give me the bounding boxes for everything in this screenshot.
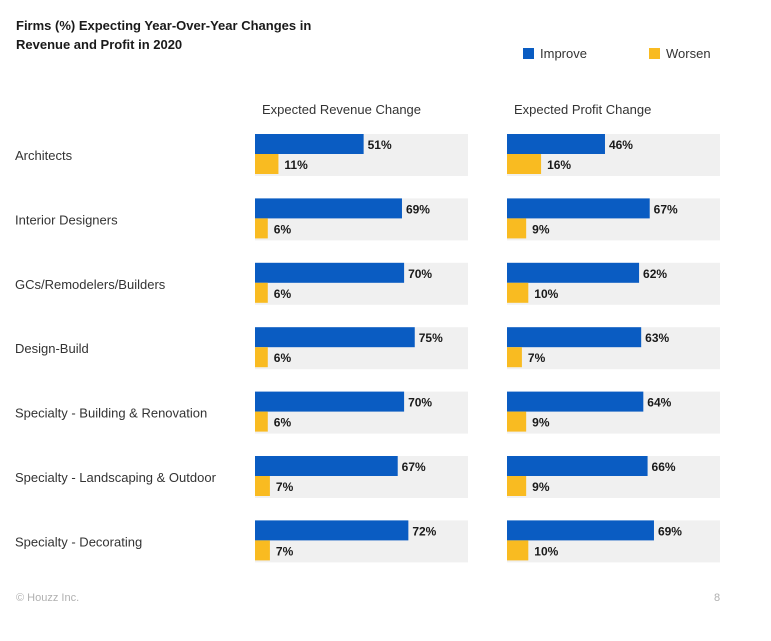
data-label-worsen-p1-r2: 6%: [274, 222, 292, 236]
data-label-improve-p2-r5: 64%: [647, 396, 671, 410]
legend-improve-swatch: [523, 48, 534, 59]
bar-worsen-p1-r4: [255, 347, 268, 368]
bar-worsen-p2-r1: [507, 154, 542, 174]
bar-improve-p1-r6: [255, 456, 398, 476]
legend-improve-label: Improve: [540, 46, 587, 61]
category-label-7: Specialty - Decorating: [15, 534, 142, 549]
data-label-worsen-p2-r6: 9%: [532, 480, 550, 494]
bar-worsen-p2-r5: [507, 411, 527, 432]
data-label-improve-p1-r6: 67%: [402, 460, 426, 474]
bar-worsen-p1-r5: [255, 411, 268, 432]
data-label-worsen-p2-r3: 10%: [534, 287, 558, 301]
bar-improve-p1-r5: [255, 391, 405, 412]
data-label-worsen-p2-r4: 7%: [528, 351, 546, 365]
page-number: 8: [714, 592, 721, 604]
data-label-worsen-p1-r7: 7%: [276, 544, 294, 558]
bar-improve-p2-r2: [507, 198, 650, 219]
bar-worsen-p1-r7: [255, 540, 270, 561]
data-label-improve-p1-r3: 70%: [408, 267, 432, 281]
data-label-worsen-p1-r1: 11%: [284, 158, 308, 172]
bar-worsen-p1-r3: [255, 282, 268, 303]
data-label-improve-p2-r4: 63%: [645, 331, 669, 345]
bar-improve-p1-r3: [255, 262, 405, 283]
category-label-3: GCs/Remodelers/Builders: [15, 277, 166, 292]
bar-improve-p1-r1: [255, 134, 364, 154]
bar-worsen-p1-r2: [255, 218, 268, 239]
bar-worsen-p2-r6: [507, 476, 527, 496]
bar-worsen-p2-r3: [507, 282, 529, 303]
data-label-improve-p2-r1: 46%: [609, 138, 633, 152]
bar-worsen-p1-r1: [255, 154, 279, 174]
category-label-6: Specialty - Landscaping & Outdoor: [15, 470, 217, 485]
data-label-improve-p1-r1: 51%: [368, 138, 392, 152]
data-label-improve-p1-r2: 69%: [406, 202, 430, 216]
category-label-2: Interior Designers: [15, 212, 118, 227]
data-label-worsen-p1-r3: 6%: [274, 287, 292, 301]
data-label-improve-p1-r7: 72%: [412, 524, 436, 538]
bar-improve-p2-r1: [507, 134, 605, 154]
bar-improve-p2-r4: [507, 327, 642, 348]
category-label-1: Architects: [15, 148, 73, 163]
bar-improve-p1-r2: [255, 198, 402, 219]
data-label-improve-p1-r5: 70%: [408, 396, 432, 410]
bar-improve-p1-r7: [255, 520, 409, 541]
legend-worsen-swatch: [649, 48, 660, 59]
data-label-improve-p1-r4: 75%: [419, 331, 443, 345]
data-label-worsen-p1-r4: 6%: [274, 351, 292, 365]
chart-title: Firms (%) Expecting Year-Over-Year Chang…: [16, 18, 312, 52]
data-label-improve-p2-r6: 66%: [652, 460, 676, 474]
category-label-5: Specialty - Building & Renovation: [15, 406, 207, 421]
panel-title-2: Expected Profit Change: [514, 102, 651, 117]
bar-worsen-p2-r2: [507, 218, 527, 239]
data-label-improve-p2-r3: 62%: [643, 267, 667, 281]
bar-improve-p1-r4: [255, 327, 415, 348]
data-label-worsen-p1-r5: 6%: [274, 416, 292, 430]
bar-worsen-p2-r7: [507, 540, 529, 561]
category-label-4: Design-Build: [15, 341, 89, 356]
panel-title-1: Expected Revenue Change: [262, 102, 421, 117]
data-label-worsen-p2-r7: 10%: [534, 544, 558, 558]
data-label-worsen-p2-r2: 9%: [532, 222, 550, 236]
bar-worsen-p1-r6: [255, 476, 270, 496]
data-label-worsen-p2-r1: 16%: [547, 158, 571, 172]
data-label-worsen-p2-r5: 9%: [532, 416, 550, 430]
bar-improve-p2-r6: [507, 456, 648, 476]
bar-worsen-p2-r4: [507, 347, 522, 368]
data-label-worsen-p1-r6: 7%: [276, 480, 294, 494]
bar-improve-p2-r5: [507, 391, 644, 412]
footer-copyright: © Houzz Inc.: [16, 592, 80, 604]
bar-improve-p2-r3: [507, 262, 640, 283]
legend-worsen-label: Worsen: [666, 46, 711, 61]
data-label-improve-p2-r2: 67%: [654, 202, 678, 216]
bar-improve-p2-r7: [507, 520, 654, 541]
data-label-improve-p2-r7: 69%: [658, 524, 682, 538]
